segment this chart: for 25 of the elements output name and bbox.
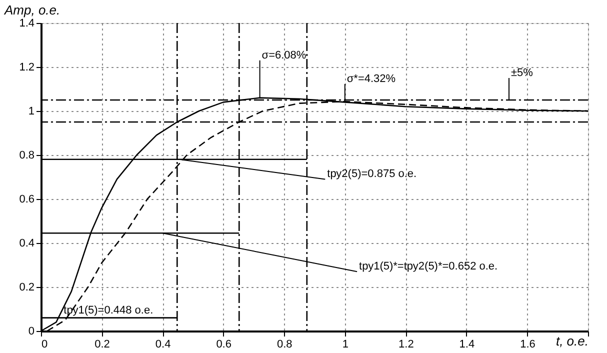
x-axis-title: t, о.е.	[556, 334, 588, 348]
x-tick-label: 0.8	[276, 338, 292, 350]
annotation: σ*=4.32%	[346, 72, 396, 85]
annotation: tру2(5)=0.875 о.е.	[327, 168, 417, 180]
y-axis-title: Amp, о.е.	[4, 2, 60, 18]
annotation: ±5%	[510, 67, 534, 79]
y-tick-label: 0.2	[19, 282, 34, 294]
y-tick-label: 1	[28, 106, 34, 118]
y-tick-label: 0	[28, 326, 34, 338]
x-tick-label: 1.2	[398, 338, 414, 350]
x-tick-label: 1.4	[459, 338, 475, 350]
y-tick-label: 0.8	[19, 150, 34, 162]
y-tick-label: 0.6	[19, 194, 34, 206]
annotation: tру1(5)=0.448 о.е.	[64, 304, 154, 317]
x-tick-label: 0.4	[155, 338, 171, 350]
annotation: tру1(5)*=tру2(5)*=0.652 о.е.	[359, 260, 498, 273]
x-tick-label: 1.6	[520, 338, 536, 350]
y-tick-label: 1.4	[19, 18, 34, 30]
y-tick-label: 0.4	[19, 238, 34, 250]
x-tick-label: 1	[342, 338, 348, 350]
x-tick-label: 0.2	[94, 338, 110, 350]
x-tick-label: 0	[42, 338, 48, 350]
annotation: σ=6.08%	[262, 49, 306, 62]
x-tick-label: 0.6	[216, 338, 232, 350]
y-tick-label: 1.2	[19, 62, 34, 74]
